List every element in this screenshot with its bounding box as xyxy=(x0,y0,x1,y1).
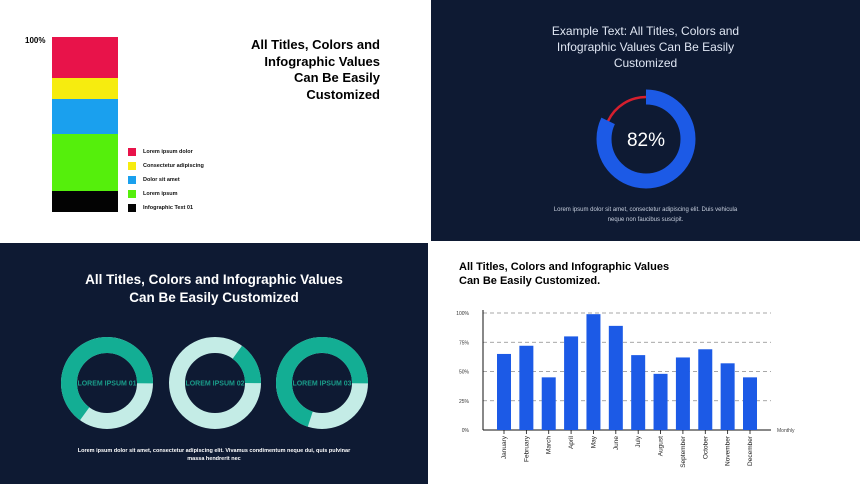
x-tick-label: December xyxy=(747,435,754,466)
bar xyxy=(653,373,668,430)
ring-value-arc xyxy=(60,337,153,429)
legend-swatch xyxy=(128,148,136,156)
x-tick-label: April xyxy=(568,435,575,449)
stacked-bar-panel: 100% Lorem ipsum dolor Consectetur adipis… xyxy=(0,0,428,241)
ring-item: LOREM IPSUM 01 xyxy=(60,337,153,429)
stacked-title-line: Customized xyxy=(306,86,380,102)
rings-chart: LOREM IPSUM 01 LOREM IPSUM 02 LOREM IPSUM … xyxy=(60,337,368,429)
y-tick-label: 50% xyxy=(459,370,470,376)
rings-panel: All Titles, Colors and Infographic Value… xyxy=(0,243,428,484)
ring-label: LOREM IPSUM 02 xyxy=(185,381,244,388)
bar xyxy=(720,363,735,430)
x-axis-label: Monthly xyxy=(777,428,795,434)
bar xyxy=(519,345,534,430)
legend-item: Infographic Text 01 xyxy=(128,203,193,213)
legend-swatch xyxy=(128,162,136,170)
x-tick-label: January xyxy=(501,435,508,459)
legend-label: Lorem ipsum dolor xyxy=(143,149,193,155)
donut-caption-line: neque non faucibus suscipit. xyxy=(607,217,684,223)
donut-title-line: Example Text: All Titles, Colors and xyxy=(551,24,740,38)
ring-label: LOREM IPSUM 01 xyxy=(77,381,136,388)
legend-swatch xyxy=(128,204,136,212)
donut-panel: Example Text: All Titles, Colors and Inf… xyxy=(431,0,860,241)
stacked-title: All Titles, Colors and Infographic Value… xyxy=(180,37,380,103)
ring-label: LOREM IPSUM 03 xyxy=(292,381,351,388)
x-tick-label: October xyxy=(702,435,709,459)
stacked-title-line: All Titles, Colors and xyxy=(250,37,380,52)
bar xyxy=(631,355,646,430)
x-tick-label: June xyxy=(613,436,620,450)
legend-label: Lorem ipsum xyxy=(143,191,178,197)
x-tick-label: August xyxy=(658,436,665,456)
bar xyxy=(497,353,511,430)
y-tick-label: 100% xyxy=(456,311,469,317)
bar-chart-title-line: Can Be Easily Customized. xyxy=(459,275,601,287)
bar xyxy=(586,314,601,430)
stacked-title-line: Infographic Values xyxy=(264,53,380,69)
y-tick-label: 25% xyxy=(459,399,470,405)
bar-chart-title: All Titles, Colors and Infographic Value… xyxy=(459,260,669,288)
ring-item: LOREM IPSUM 03 xyxy=(276,337,368,429)
legend-swatch xyxy=(128,190,136,198)
bar-chart-panel: All Titles, Colors and Infographic Value… xyxy=(431,243,860,484)
donut-value-text: 82% xyxy=(627,130,665,151)
stacked-segment xyxy=(52,190,118,212)
ring-item: LOREM IPSUM 02 xyxy=(169,337,261,429)
donut-title-line: Customized xyxy=(613,56,678,70)
x-tick-label: September xyxy=(680,435,687,468)
donut-caption: Lorem ipsum dolor sit amet, consectetur … xyxy=(431,205,860,225)
donut-title-line: Infographic Values Can Be Easily xyxy=(556,40,735,54)
x-tick-label: February xyxy=(523,435,530,462)
x-tick-label: July xyxy=(635,435,642,447)
rings-caption: Lorem ipsum dolor sit amet, consectetur … xyxy=(0,447,428,463)
bar-chart: 0% 25% 50% 75% 100% January February March April… xyxy=(456,310,795,468)
x-tick-label: November xyxy=(725,435,732,466)
x-tick-label: May xyxy=(590,435,597,448)
y-tick-label: 0% xyxy=(462,428,470,434)
stacked-top-label: 100% xyxy=(25,36,46,45)
rings-title-line: All Titles, Colors and Infographic Value… xyxy=(85,272,343,287)
ring-value-arc xyxy=(169,337,261,429)
bar xyxy=(675,357,690,430)
donut-chart: 82% xyxy=(596,89,696,189)
stacked-segment xyxy=(52,77,118,99)
legend-item: Dolor sit amet xyxy=(128,175,180,185)
stacked-segment xyxy=(52,98,118,135)
stacked-segment xyxy=(52,37,118,78)
legend-item: Consectetur adipiscing xyxy=(128,161,204,171)
bar xyxy=(698,349,713,430)
bar xyxy=(541,377,556,430)
rings-title-line: Can Be Easily Customized xyxy=(129,290,299,305)
stacked-title-line: Can Be Easily xyxy=(294,70,380,85)
x-tick-label: March xyxy=(546,436,553,454)
legend-label: Infographic Text 01 xyxy=(143,205,194,211)
donut-caption-line: Lorem ipsum dolor sit amet, consectetur … xyxy=(553,207,738,213)
legend-swatch xyxy=(128,176,136,184)
legend-item: Lorem ipsum dolor xyxy=(128,147,193,157)
rings-caption-line: massa hendrerit nec xyxy=(187,456,241,462)
stacked-segment xyxy=(52,134,118,191)
ring-value-arc xyxy=(276,337,368,429)
legend-item: Lorem ipsum xyxy=(128,189,178,199)
donut-title: Example Text: All Titles, Colors and Inf… xyxy=(431,23,860,71)
legend-label: Consectetur adipiscing xyxy=(143,163,204,169)
legend-label: Dolor sit amet xyxy=(143,177,180,183)
rings-caption-line: Lorem ipsum dolor sit amet, consectetur … xyxy=(77,448,351,454)
bar xyxy=(743,377,757,430)
bar xyxy=(564,336,579,430)
rings-title: All Titles, Colors and Infographic Value… xyxy=(0,271,428,307)
y-tick-label: 75% xyxy=(459,340,470,346)
bar-chart-title-line: All Titles, Colors and Infographic Value… xyxy=(459,261,670,273)
donut-value-arc xyxy=(596,89,696,189)
bar xyxy=(608,325,623,430)
